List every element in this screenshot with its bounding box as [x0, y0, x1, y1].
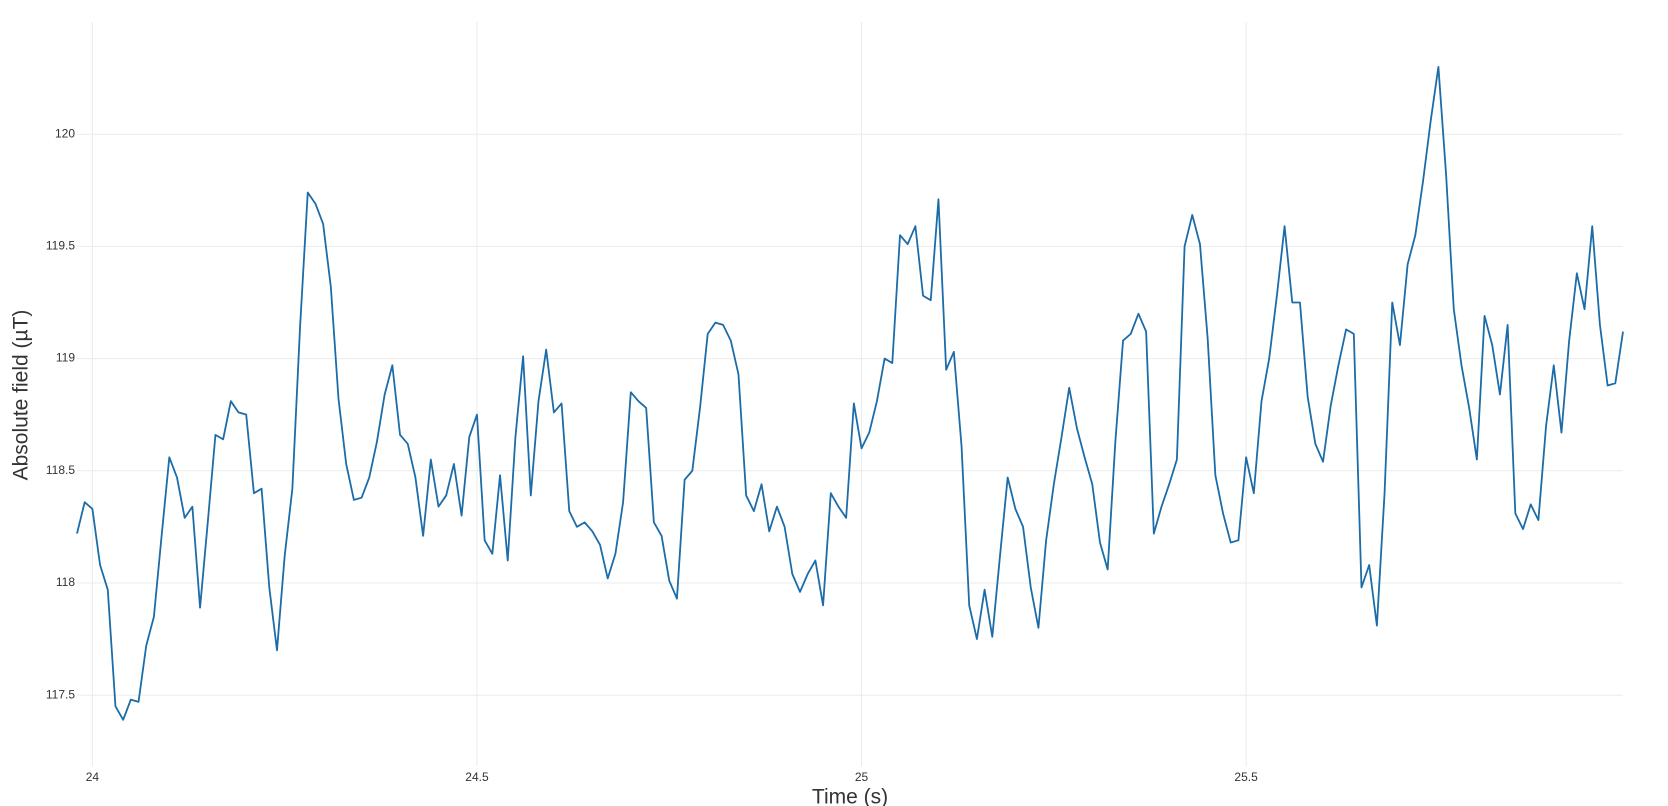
y-tick-label: 118.5 [46, 463, 75, 477]
grid [77, 22, 1623, 766]
x-tick-label: 24.5 [465, 770, 489, 784]
x-tick-label: 25.5 [1234, 770, 1258, 784]
x-tick-label: 24 [86, 770, 100, 784]
y-tick-label: 119.5 [46, 239, 75, 253]
data-line [76, 65, 1624, 721]
y-tick-label: 120 [55, 126, 75, 140]
x-tick-label: 25 [855, 770, 869, 784]
y-tick-label: 119 [56, 351, 75, 365]
y-axis-title: Absolute field (µT) [10, 310, 33, 481]
y-tick-label: 118 [56, 575, 75, 589]
x-axis-title: Time (s) [812, 786, 888, 806]
y-tick-label: 117.5 [46, 687, 75, 701]
